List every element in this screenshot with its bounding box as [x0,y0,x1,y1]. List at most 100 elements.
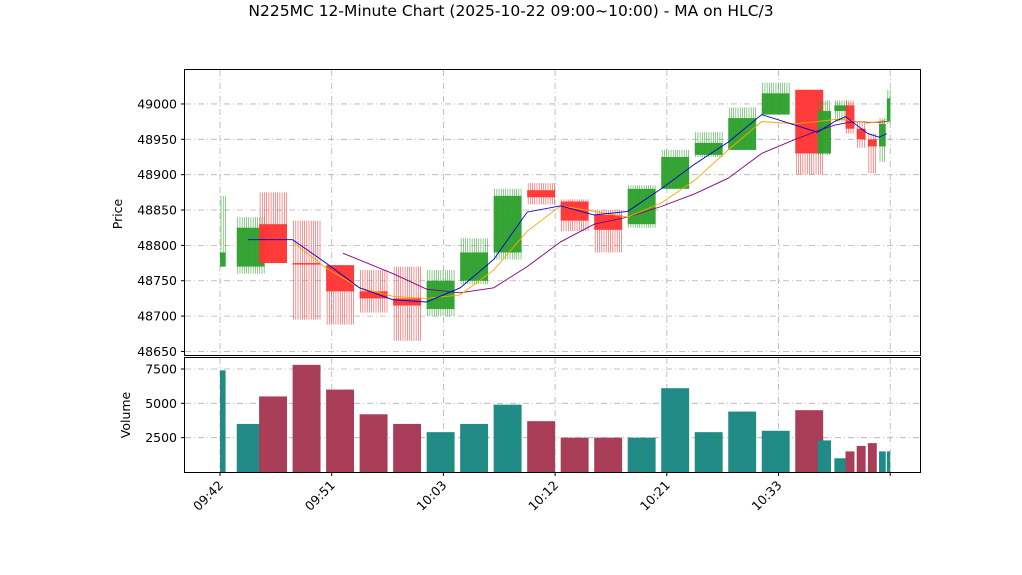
volume-bar-fill [886,451,891,472]
volume-bar-fill [845,451,855,472]
volume-bar [761,430,790,472]
price-tick-label: 48750 [137,273,177,288]
ma-short-line [247,114,887,303]
volume-bar-fill [627,437,656,472]
price-tick-label: 48850 [137,203,177,218]
candle [493,188,522,260]
time-tick-label: 10:33 [749,478,785,514]
candle-body [259,224,288,264]
volume-bar [856,445,866,472]
candle-body [560,201,589,221]
volume-bar-fill [867,443,877,472]
volume-bar [220,370,226,472]
time-tick-label: 09:42 [190,478,226,514]
volume-panel-frame [184,357,921,473]
candle-body [845,105,855,129]
volume-bar-fill [493,404,522,472]
volume-bar [560,437,589,472]
candle [627,185,656,228]
volume-axis-ticks: 2500 5000 7500 [145,361,185,445]
candle-body [359,291,388,299]
candle-body [879,123,886,147]
ma-mid-line [292,119,887,299]
volume-bar-fill [728,411,757,472]
volume-bars [220,364,891,472]
candle-body [493,195,522,253]
volume-panel: 2500 5000 7500 Volume [118,357,921,473]
volume-bar [527,421,556,472]
volume-bar [845,451,855,472]
candle [359,270,388,313]
time-tick-label: 10:21 [637,478,673,514]
time-tick-label: 10:12 [525,478,561,514]
volume-axis-label: Volume [118,391,133,438]
time-axis-ticks: 09:42 09:51 10:03 10:12 10:21 10:33 [190,472,891,514]
volume-bar-fill [426,432,455,472]
volume-bar-fill [761,430,790,472]
volume-tick-label: 5000 [145,396,177,411]
volume-bar-fill [661,388,690,472]
volume-bar [359,414,388,472]
price-tick-label: 48900 [137,167,177,182]
volume-bar [259,396,288,472]
volume-bar-fill [220,370,226,472]
volume-bar [627,437,656,472]
candle [393,266,422,341]
candle-body [886,98,891,122]
candle [879,118,886,162]
volume-tick-label: 7500 [145,361,177,376]
volume-bar-fill [393,423,422,472]
volume-bar-fill [594,437,623,472]
volume-bar-fill [359,414,388,472]
candle [886,89,891,124]
candle-body [292,263,321,265]
candle [259,192,288,264]
candle-body [661,156,690,189]
volume-bar [493,404,522,472]
volume-bar [879,451,886,472]
volume-bar [817,440,831,472]
candle [845,100,855,134]
candles [220,82,891,341]
price-tick-label: 48950 [137,132,177,147]
volume-bar [292,364,321,472]
candle [867,133,877,174]
volume-bar [460,423,489,472]
volume-bar [867,443,877,472]
volume-bar [594,437,623,472]
candle [220,195,226,267]
price-tick-label: 48700 [137,309,177,324]
candle [527,183,556,205]
volume-bar-fill [326,389,355,472]
volume-bar [393,423,422,472]
candle [560,199,589,232]
candle [594,210,623,253]
candle [694,132,723,157]
price-axis-label: Price [110,198,125,229]
candle-body [817,111,831,154]
candle-body [326,265,355,292]
price-panel: 48650 48700 48750 48800 48850 48900 48950 49000… [110,69,921,359]
moving-average-lines [247,114,887,303]
price-tick-label: 48800 [137,238,177,253]
price-tick-label: 48650 [137,344,177,359]
candle-body [761,93,790,115]
candle-body [694,142,723,155]
candle-body [594,214,623,230]
volume-bar [694,432,723,472]
price-axis-ticks: 48650 48700 48750 48800 48850 48900 48950 49000 [137,96,185,359]
candle [460,238,489,285]
candle [856,121,866,148]
candle-body [527,190,556,198]
candle [728,107,757,150]
candle [326,265,355,325]
volume-bar-fill [527,421,556,472]
candle-body [393,298,422,306]
volume-bar [661,388,690,472]
volume-bar-fill [694,432,723,472]
price-tick-label: 49000 [137,96,177,111]
candle-body [856,128,866,140]
candle-body [627,188,656,225]
candle-body [426,280,455,310]
candle [761,82,790,115]
